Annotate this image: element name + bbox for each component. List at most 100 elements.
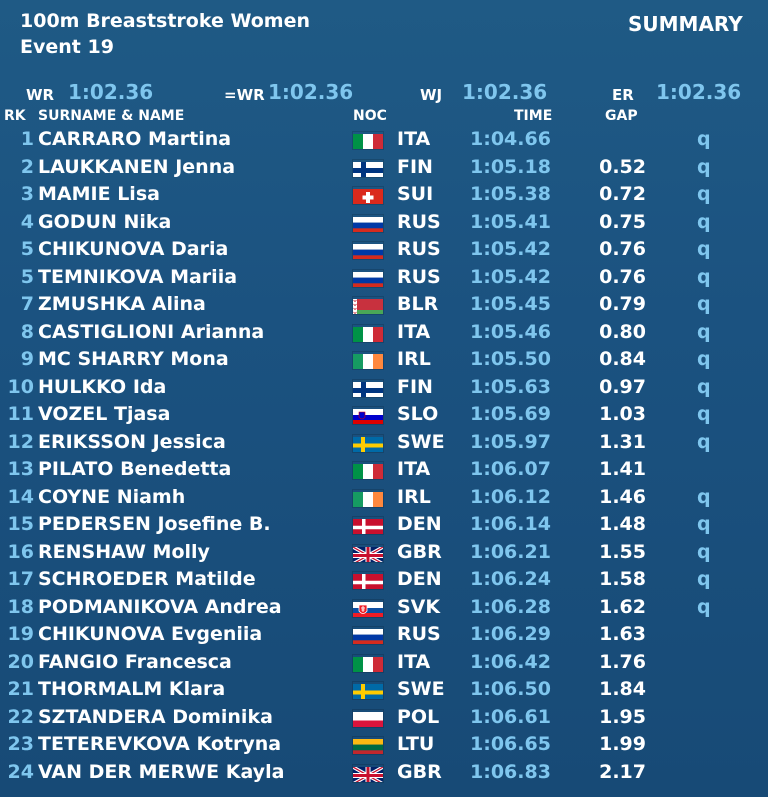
rank-cell: 21 [7,678,34,700]
surname: COYNE [38,485,111,508]
athlete-name: ZMUSHKA Alina [38,291,206,318]
table-row: 16 RENSHAW Molly GBR 1:06.21 1.55 q [0,539,768,566]
time-cell: 1:06.28 [470,595,551,618]
rank-cell: 14 [7,485,34,508]
noc-cell: DEN [397,513,442,535]
noc-cell: ITA [397,320,431,343]
table-row: 17 SCHROEDER Matilde DEN 1:06.24 1.58 q [0,566,768,593]
noc-cell: POL [397,705,440,728]
ch-flag-icon [353,187,383,204]
rank-cell: 7 [20,293,34,315]
time-cell: 1:05.41 [470,210,551,233]
surname: VAN DER MERWE [38,760,220,783]
rank-cell: 9 [20,348,34,370]
given-name: Jessica [152,430,226,453]
gap-cell: 1.55 [599,540,646,563]
table-row: 19 CHIKUNOVA Evgeniia RUS 1:06.29 1.63 [0,621,768,648]
gb-flag-icon [353,544,383,562]
qualified-mark: q [697,540,711,563]
event-number: Event 19 [20,36,114,58]
qualified-mark: q [697,155,711,178]
given-name: Matilde [175,568,256,590]
given-name: Andrea [204,595,282,618]
surname: CHIKUNOVA [38,238,165,260]
athlete-name: TEMNIKOVA Mariia [38,264,237,291]
noc-cell: DEN [397,568,442,590]
surname: TETEREVKOVA [38,733,190,755]
rank-cell: 4 [20,210,34,233]
time-cell: 1:05.63 [470,375,551,398]
qualified-mark: q [697,293,711,315]
it-flag-icon [353,655,383,672]
ie-flag-icon [353,490,383,507]
pl-flag-icon [353,710,383,727]
er-label: ER [612,86,634,104]
athlete-name: ERIKSSON Jessica [38,429,226,456]
athlete-name: GODUN Nika [38,209,171,236]
table-row: 4 GODUN Nika RUS 1:05.41 0.75 q [0,209,768,236]
rank-cell: 15 [7,513,34,535]
noc-cell: GBR [397,540,442,563]
noc-cell: SWE [397,430,445,453]
athlete-name: MAMIE Lisa [38,181,160,208]
se-flag-icon [353,435,383,452]
time-cell: 1:05.50 [470,348,551,370]
given-name: Tjasa [114,403,171,425]
qualified-mark: q [697,128,711,150]
lt-flag-icon [353,737,383,754]
surname: SCHROEDER [38,568,169,590]
surname: ERIKSSON [38,430,146,453]
athlete-name: CHIKUNOVA Evgeniia [38,621,262,648]
er-value: 1:02.36 [656,80,742,104]
time-cell: 1:06.29 [470,623,551,645]
rank-cell: 20 [7,650,34,673]
qualified-mark: q [697,265,711,288]
summary-label: SUMMARY [628,12,743,36]
time-cell: 1:06.42 [470,650,551,673]
table-row: 21 THORMALM Klara SWE 1:06.50 1.84 [0,676,768,703]
col-noc: NOC [353,108,387,124]
time-cell: 1:05.18 [470,155,551,178]
surname: MC SHARRY [38,348,164,370]
col-time: TIME [514,108,553,124]
gap-cell: 0.84 [599,348,646,370]
table-row: 20 FANGIO Francesca ITA 1:06.42 1.76 [0,649,768,676]
gap-cell: 1.84 [599,678,646,700]
noc-cell: LTU [397,733,435,755]
ru-flag-icon [353,627,383,644]
given-name: Niamh [116,485,186,508]
athlete-name: CASTIGLIONI Arianna [38,319,264,346]
table-row: 1 CARRARO Martina ITA 1:04.66 q [0,126,768,153]
wr-label: WR [26,86,55,104]
given-name: Klara [168,678,226,700]
si-flag-icon [353,407,383,424]
noc-cell: FIN [397,155,433,178]
gap-cell: 1.63 [599,623,646,645]
fi-flag-icon [353,160,383,177]
gap-cell: 1.03 [599,403,646,425]
athlete-name: CHIKUNOVA Daria [38,236,228,263]
wj-label: WJ [420,86,443,104]
athlete-name: HULKKO Ida [38,374,166,401]
surname: CASTIGLIONI [38,320,175,343]
rank-cell: 16 [7,540,34,563]
qualified-mark: q [697,403,711,425]
surname: GODUN [38,210,117,233]
col-gap: GAP [605,108,638,124]
surname: PILATO [38,458,114,480]
col-rank: RK [4,108,26,124]
qualified-mark: q [697,320,711,343]
qualified-mark: q [697,485,711,508]
ewr-value: 1:02.36 [268,80,354,104]
given-name: Martina [148,128,232,150]
col-name: SURNAME & NAME [38,108,185,124]
given-name: Molly [152,540,210,563]
table-row: 10 HULKKO Ida FIN 1:05.63 0.97 q [0,374,768,401]
noc-cell: SUI [397,183,434,205]
time-cell: 1:06.65 [470,733,551,755]
gap-cell: 0.76 [599,265,646,288]
gap-cell: 1.76 [599,650,646,673]
rank-cell: 13 [7,458,34,480]
table-row: 5 CHIKUNOVA Daria RUS 1:05.42 0.76 q [0,236,768,263]
by-flag-icon [353,297,383,314]
